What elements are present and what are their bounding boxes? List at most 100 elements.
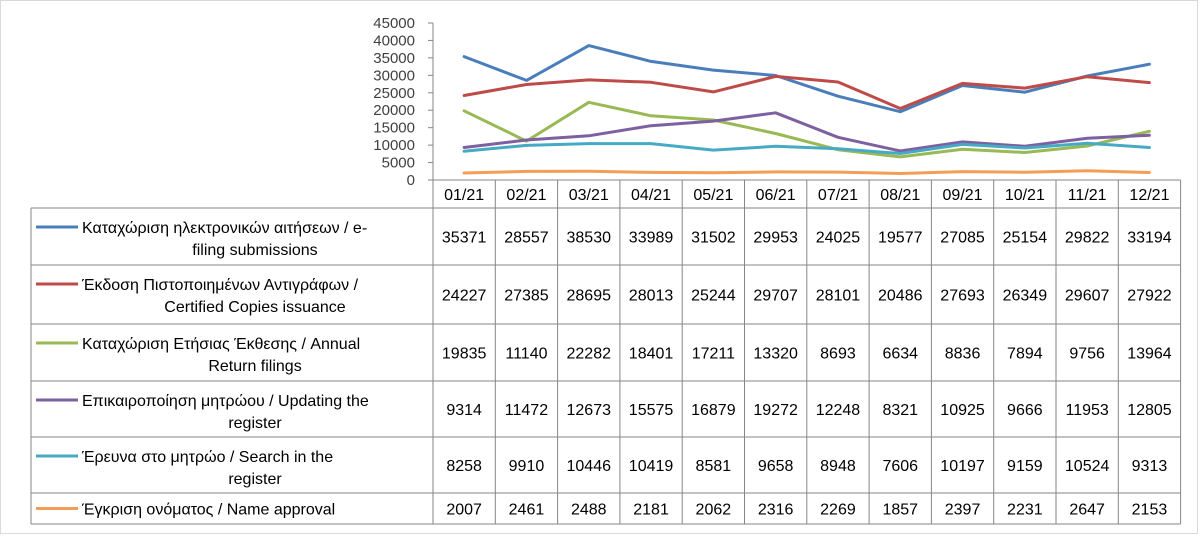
legend-label-line: Καταχώριση ηλεκτρονικών αιτήσεων / e- bbox=[82, 220, 367, 237]
table-value-cell: 10419 bbox=[629, 458, 674, 475]
table-value-cell: 8321 bbox=[882, 402, 918, 419]
table-value-cell: 35371 bbox=[442, 230, 487, 247]
category-label: 09/21 bbox=[943, 187, 983, 204]
category-label: 03/21 bbox=[569, 187, 609, 204]
category-label: 12/21 bbox=[1129, 187, 1169, 204]
legend-label-line: register bbox=[228, 415, 282, 432]
table-value-cell: 26349 bbox=[1003, 288, 1048, 305]
y-tick-label: 40000 bbox=[373, 32, 415, 49]
y-tick-label: 30000 bbox=[373, 67, 415, 84]
table-value-cell: 13964 bbox=[1127, 346, 1172, 363]
legend-label-line: filing submissions bbox=[192, 242, 317, 259]
table-value-cell: 28101 bbox=[816, 288, 861, 305]
table-value-cell: 33989 bbox=[629, 230, 674, 247]
table-value-cell: 29953 bbox=[753, 230, 798, 247]
table-value-cell: 9658 bbox=[758, 458, 794, 475]
y-tick-label: 45000 bbox=[373, 15, 415, 32]
table-value-cell: 2461 bbox=[509, 502, 545, 519]
category-label: 06/21 bbox=[756, 187, 796, 204]
table-value-cell: 17211 bbox=[692, 346, 735, 363]
table-value-cell: 38530 bbox=[567, 230, 612, 247]
table-value-cell: 20486 bbox=[878, 288, 923, 305]
table-value-cell: 28013 bbox=[629, 288, 674, 305]
table-value-cell: 9314 bbox=[446, 402, 482, 419]
table-value-cell: 2397 bbox=[945, 502, 981, 519]
legend-label-line: Έγκριση ονόματος / Name approval bbox=[81, 502, 335, 519]
category-label: 04/21 bbox=[631, 187, 671, 204]
table-value-cell: 7606 bbox=[882, 458, 918, 475]
table-value-cell: 12248 bbox=[816, 402, 861, 419]
series-line bbox=[462, 111, 1151, 153]
table-value-cell: 2007 bbox=[446, 502, 482, 519]
y-tick-label: 25000 bbox=[373, 85, 415, 102]
table-value-cell: 13320 bbox=[753, 346, 798, 363]
legend-label-line: Έρευνα στο μητρώο / Search in the bbox=[81, 449, 333, 466]
series-line bbox=[462, 169, 1151, 175]
table-value-cell: 22282 bbox=[567, 346, 612, 363]
table-value-cell: 18401 bbox=[629, 346, 674, 363]
table-value-cell: 1857 bbox=[882, 502, 918, 519]
legend-label-line: Καταχώριση Ετήσιας Έκθεσης / Annual bbox=[82, 336, 360, 353]
table-value-cell: 2488 bbox=[571, 502, 607, 519]
table-value-cell: 2647 bbox=[1069, 502, 1105, 519]
table-value-cell: 9313 bbox=[1132, 458, 1168, 475]
table-value-cell: 9910 bbox=[509, 458, 545, 475]
table-value-cell: 28695 bbox=[567, 288, 612, 305]
table-value-cell: 10925 bbox=[940, 402, 985, 419]
y-tick-label: 0 bbox=[407, 172, 415, 189]
table-value-cell: 8581 bbox=[696, 458, 732, 475]
category-label: 02/21 bbox=[506, 187, 546, 204]
table-value-cell: 29707 bbox=[753, 288, 798, 305]
category-label: 08/21 bbox=[880, 187, 920, 204]
y-tick-label: 5000 bbox=[382, 155, 415, 172]
table-value-cell: 9756 bbox=[1069, 346, 1105, 363]
table-value-cell: 2269 bbox=[820, 502, 856, 519]
category-label: 05/21 bbox=[693, 187, 733, 204]
series-line bbox=[462, 74, 1151, 110]
table-value-cell: 2153 bbox=[1132, 502, 1168, 519]
y-tick-label: 10000 bbox=[373, 137, 415, 154]
table-value-cell: 27693 bbox=[940, 288, 985, 305]
table-value-cell: 10197 bbox=[940, 458, 985, 475]
table-value-cell: 33194 bbox=[1127, 230, 1172, 247]
table-value-cell: 12673 bbox=[567, 402, 612, 419]
table-value-cell: 2316 bbox=[758, 502, 794, 519]
series-line bbox=[462, 100, 1151, 159]
table-value-cell: 8258 bbox=[446, 458, 482, 475]
table-value-cell: 7894 bbox=[1007, 346, 1043, 363]
table-value-cell: 11140 bbox=[505, 346, 547, 363]
table-value-cell: 8836 bbox=[945, 346, 981, 363]
legend-label-line: Επικαιροποίηση μητρώου / Updating the bbox=[82, 393, 369, 410]
table-value-cell: 19835 bbox=[442, 346, 487, 363]
table-value-cell: 15575 bbox=[629, 402, 674, 419]
category-label: 10/21 bbox=[1005, 187, 1045, 204]
legend-label-line: Return filings bbox=[208, 358, 301, 375]
legend-label-line: register bbox=[228, 471, 282, 488]
y-tick-label: 35000 bbox=[373, 50, 415, 67]
table-value-cell: 2181 bbox=[633, 502, 669, 519]
table-value-cell: 16879 bbox=[691, 402, 736, 419]
y-tick-label: 15000 bbox=[373, 120, 415, 137]
table-value-cell: 27385 bbox=[504, 288, 549, 305]
table-value-cell: 9159 bbox=[1007, 458, 1043, 475]
table-value-cell: 6634 bbox=[882, 346, 918, 363]
table-value-cell: 19577 bbox=[878, 230, 923, 247]
category-label: 01/21 bbox=[444, 187, 484, 204]
table-value-cell: 2231 bbox=[1007, 502, 1043, 519]
legend-label-line: Certified Copies issuance bbox=[164, 299, 346, 316]
table-value-cell: 24227 bbox=[442, 288, 487, 305]
legend-label-line: Έκδοση Πιστοποιημένων Αντιγράφων / bbox=[81, 277, 359, 294]
table-value-cell: 2062 bbox=[696, 502, 732, 519]
table-value-cell: 25244 bbox=[691, 288, 736, 305]
table-value-cell: 27922 bbox=[1127, 288, 1172, 305]
table-value-cell: 12805 bbox=[1127, 402, 1172, 419]
table-value-cell: 8693 bbox=[820, 346, 856, 363]
table-value-cell: 29822 bbox=[1065, 230, 1110, 247]
table-value-cell: 25154 bbox=[1003, 230, 1048, 247]
table-value-cell: 31502 bbox=[691, 230, 736, 247]
y-tick-label: 20000 bbox=[373, 102, 415, 119]
table-value-cell: 8948 bbox=[820, 458, 856, 475]
table-value-cell: 19272 bbox=[753, 402, 798, 419]
